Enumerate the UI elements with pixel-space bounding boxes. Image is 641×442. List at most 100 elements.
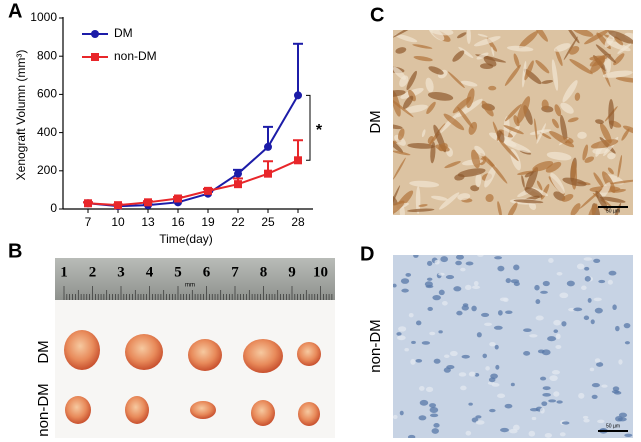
x-tick-label: 25 — [261, 215, 275, 229]
tissue — [393, 200, 405, 215]
tissue — [474, 145, 486, 157]
nucleus — [485, 366, 490, 371]
tissue — [427, 136, 434, 144]
nucleus — [559, 292, 569, 299]
row-label: non-DM — [35, 383, 52, 436]
tissue — [457, 168, 486, 177]
nucleus — [404, 348, 409, 352]
nucleus — [433, 358, 441, 364]
nucleus — [529, 334, 538, 338]
nucleus — [476, 332, 482, 338]
legend-label: DM — [114, 26, 133, 40]
nucleus — [566, 280, 575, 287]
tissue — [577, 131, 587, 139]
nucleus — [559, 432, 566, 437]
tissue — [407, 143, 435, 149]
nucleus — [490, 373, 498, 379]
tissue — [584, 156, 595, 163]
nucleus — [494, 344, 499, 350]
nucleus — [393, 414, 398, 420]
tissue — [452, 50, 465, 62]
marker — [204, 186, 212, 195]
tissue — [393, 66, 406, 80]
y-tick-label: 400 — [37, 125, 57, 139]
nucleus — [431, 428, 440, 434]
nucleus — [421, 341, 431, 345]
tissue — [560, 102, 574, 114]
x-axis-label: Time(day) — [159, 232, 213, 246]
nucleus — [418, 386, 425, 391]
tissue — [475, 172, 482, 188]
tissue — [584, 30, 610, 45]
nucleus — [505, 310, 513, 314]
nucleus — [542, 386, 551, 391]
nucleus — [505, 278, 511, 284]
panel-label: D — [360, 243, 374, 265]
nucleus — [461, 305, 469, 311]
tissue — [415, 186, 421, 214]
nucleus — [497, 393, 506, 399]
nucleus — [453, 286, 462, 292]
tissue — [484, 165, 497, 188]
nucleus — [542, 280, 550, 287]
x-tick-label: 22 — [231, 215, 245, 229]
y-tick-label: 800 — [37, 48, 57, 62]
nucleus — [495, 364, 500, 370]
nucleus — [584, 266, 590, 271]
nucleus — [433, 423, 440, 428]
tissue — [506, 45, 534, 52]
legend-marker — [91, 53, 99, 61]
marker — [84, 199, 92, 208]
nucleus — [593, 258, 601, 264]
nucleus — [455, 255, 464, 260]
tissue — [614, 36, 624, 46]
x-tick-label: 28 — [291, 215, 305, 229]
nucleus — [415, 320, 422, 326]
nucleus — [537, 349, 545, 354]
nucleus — [591, 394, 598, 399]
tissue — [595, 119, 604, 125]
nucleus — [597, 419, 605, 424]
tissue — [457, 32, 467, 39]
nucleus — [623, 322, 631, 329]
tissue — [447, 71, 465, 89]
legend-label: non-DM — [114, 49, 157, 63]
tissue — [425, 77, 434, 93]
nucleus — [458, 372, 467, 377]
tissue — [540, 183, 550, 200]
nucleus — [503, 297, 509, 302]
tissue — [545, 161, 562, 173]
nucleus — [541, 401, 548, 407]
tissue — [466, 30, 471, 44]
y-tick-label: 200 — [37, 163, 57, 177]
nucleus — [535, 315, 544, 321]
ruler-number: 6 — [203, 264, 211, 280]
nucleus — [618, 412, 628, 418]
tissue — [412, 44, 433, 49]
nucleus — [429, 413, 439, 418]
tissue — [421, 129, 426, 138]
marker — [114, 201, 122, 210]
nucleus — [418, 415, 427, 421]
tissue — [393, 124, 403, 130]
marker — [234, 169, 242, 178]
nucleus — [475, 420, 485, 425]
nucleus — [489, 408, 496, 413]
nucleus — [553, 329, 559, 334]
tissue — [592, 147, 608, 155]
nucleus — [419, 399, 429, 406]
tissue — [393, 157, 406, 180]
tissue — [513, 199, 544, 204]
y-tick-label: 1000 — [30, 10, 57, 24]
tissue — [497, 137, 519, 162]
tissue — [457, 193, 471, 201]
tissue — [413, 55, 433, 62]
ruler-number: 8 — [260, 264, 268, 280]
tissue — [408, 89, 416, 102]
tissue — [502, 139, 531, 153]
nucleus — [539, 407, 545, 414]
ruler-number: 1 — [60, 264, 68, 280]
tissue — [466, 88, 475, 108]
nucleus — [460, 267, 466, 272]
tissue — [504, 64, 521, 86]
